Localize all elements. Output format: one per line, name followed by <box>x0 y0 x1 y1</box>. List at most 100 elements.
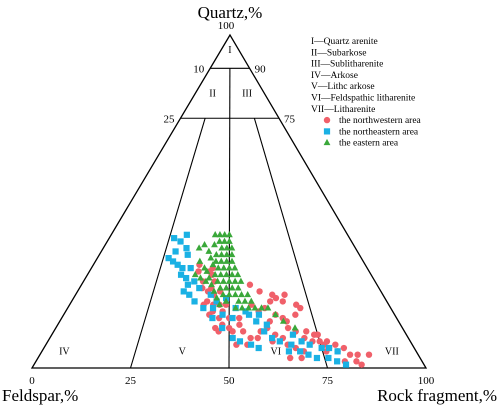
data-point-2-43 <box>219 290 227 298</box>
data-point-1-5 <box>169 258 177 265</box>
data-point-1-44 <box>219 324 226 332</box>
data-point-2-64 <box>197 274 204 281</box>
data-point-2-36 <box>237 277 245 284</box>
data-point-0-53 <box>332 341 339 348</box>
data-point-2-61 <box>279 317 287 324</box>
data-point-1-19 <box>242 308 249 315</box>
data-point-1-22 <box>253 318 260 325</box>
legend-label-0: the northwestern area <box>339 116 422 126</box>
data-point-0-59 <box>353 358 360 365</box>
data-point-2-54 <box>232 304 240 311</box>
data-point-2-29 <box>228 270 236 278</box>
data-point-1-7 <box>179 265 186 272</box>
data-point-2-30 <box>234 270 242 278</box>
data-point-0-50 <box>316 338 323 345</box>
data-point-0-43 <box>284 324 292 332</box>
data-point-1-33 <box>334 358 341 365</box>
data-point-2-47 <box>244 290 252 298</box>
data-point-2-22 <box>220 264 228 271</box>
data-point-2-70 <box>195 244 203 251</box>
data-point-2-67 <box>196 257 204 264</box>
data-point-2-4 <box>216 237 224 244</box>
data-point-1-26 <box>276 338 283 345</box>
data-point-0-63 <box>365 351 373 358</box>
boundary-75 <box>253 118 329 369</box>
data-point-2-48 <box>213 294 221 301</box>
data-point-1-31 <box>313 354 321 362</box>
data-point-1-13 <box>191 298 198 305</box>
zone-label-V: V <box>179 346 187 357</box>
data-point-1-43 <box>209 314 216 322</box>
legend-zone-III: III—Sublitharenite <box>311 60 383 70</box>
data-point-2-1 <box>216 231 224 238</box>
data-point-2-65 <box>191 270 199 278</box>
data-point-0-61 <box>358 361 365 368</box>
data-point-0-40 <box>297 304 304 312</box>
data-point-2-40 <box>228 284 236 291</box>
data-point-2-20 <box>209 260 217 268</box>
legend-marker-0 <box>323 116 331 124</box>
data-point-1-4 <box>165 255 172 262</box>
data-point-2-27 <box>217 270 225 278</box>
data-point-1-50 <box>184 251 191 258</box>
data-point-1-30 <box>305 351 312 358</box>
boundary-25 <box>129 118 206 369</box>
data-point-1-2 <box>183 245 190 252</box>
data-point-1-25 <box>269 334 276 342</box>
data-point-2-15 <box>207 254 215 261</box>
data-point-0-33 <box>236 321 243 328</box>
data-point-2-58 <box>258 304 265 311</box>
tick-label-right-0: 90 <box>255 63 267 75</box>
zone-label-VI: VI <box>271 346 282 357</box>
data-point-0-57 <box>346 351 354 358</box>
data-point-2-46 <box>238 290 245 298</box>
data-point-0-55 <box>340 344 348 352</box>
data-point-2-8 <box>218 244 226 251</box>
data-point-2-55 <box>238 304 246 311</box>
data-point-2-2 <box>221 231 229 238</box>
legend-label-2: the eastern area <box>339 139 399 149</box>
data-point-2-31 <box>205 274 213 281</box>
data-point-0-27 <box>246 281 254 288</box>
zone-label-II: II <box>209 88 216 99</box>
data-point-1-29 <box>297 348 304 355</box>
data-point-0-58 <box>354 351 361 358</box>
data-point-2-5 <box>221 237 228 244</box>
data-point-1-54 <box>187 265 194 272</box>
data-point-0-36 <box>254 334 261 342</box>
legend-zone-IV: IV—Arkose <box>311 71 358 81</box>
tick-label-apex: 100 <box>218 20 235 32</box>
data-point-1-11 <box>180 288 187 295</box>
data-point-2-28 <box>223 270 230 278</box>
data-point-1-14 <box>200 304 207 312</box>
data-point-2-39 <box>222 284 230 291</box>
data-point-0-78 <box>286 354 294 362</box>
data-point-2-38 <box>216 284 224 291</box>
legend-label-1: the northeastern area <box>339 127 419 137</box>
data-point-2-17 <box>217 257 225 264</box>
legend-zone-II: II—Subarkose <box>311 48 366 58</box>
tick-label-bottom-4: 100 <box>418 375 435 387</box>
data-point-1-49 <box>171 235 178 242</box>
axis-title-feldspar: Feldspar,% <box>2 386 78 405</box>
data-point-2-62 <box>291 324 299 331</box>
data-point-2-21 <box>214 264 222 271</box>
data-point-2-57 <box>251 304 259 311</box>
data-point-1-6 <box>174 261 181 268</box>
data-point-1-24 <box>261 328 268 335</box>
data-point-1-32 <box>325 354 332 362</box>
data-point-2-26 <box>211 270 219 278</box>
data-point-2-69 <box>201 240 208 248</box>
data-point-2-42 <box>210 287 218 294</box>
data-point-1-47 <box>247 341 255 348</box>
data-point-2-34 <box>225 277 233 284</box>
data-point-0-77 <box>298 354 305 362</box>
data-point-2-19 <box>228 257 236 264</box>
data-point-1-52 <box>196 284 203 292</box>
data-point-1-28 <box>285 348 293 355</box>
data-point-0-41 <box>292 311 299 318</box>
data-point-2-41 <box>234 284 242 291</box>
tick-label-right-1: 75 <box>284 113 296 125</box>
data-point-0-38 <box>279 298 286 305</box>
